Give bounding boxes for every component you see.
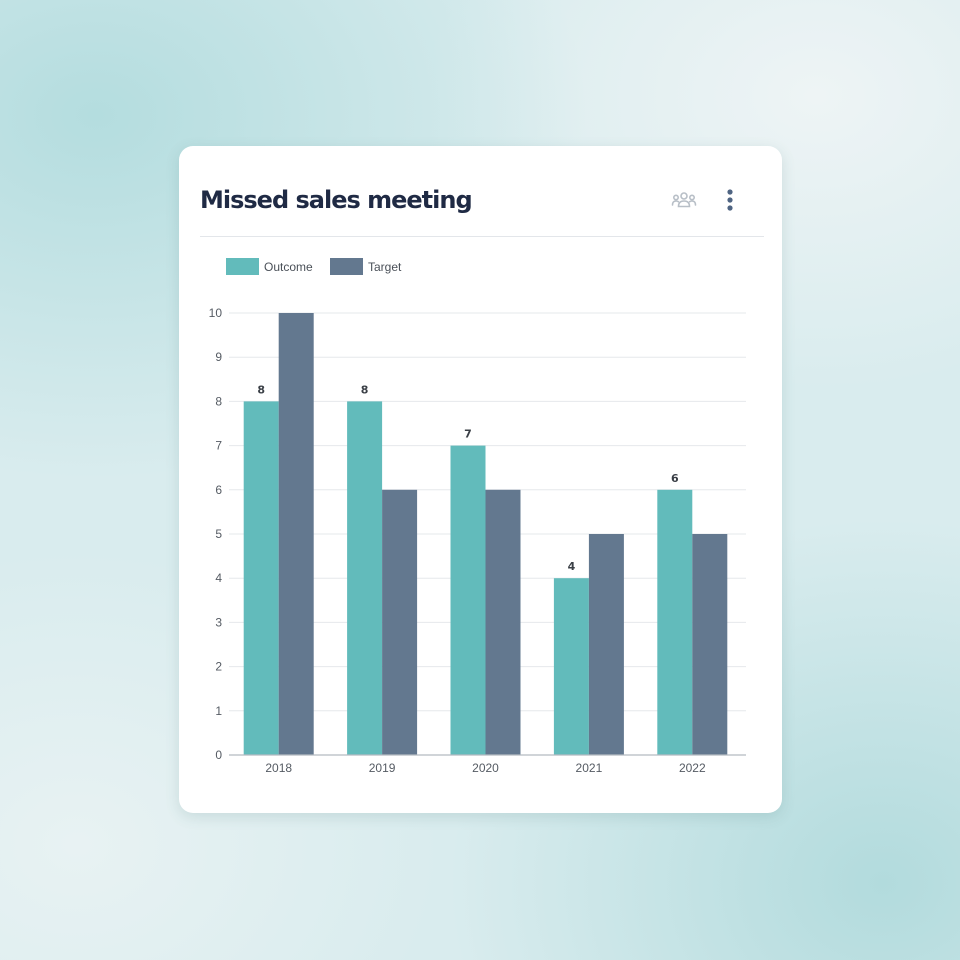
chart-card: Missed sales meeting 0 1 2 3 4 5 6 7 8 9 10 8 2018 8 2… xyxy=(179,146,782,813)
y-tick-label: 1 xyxy=(215,704,222,718)
y-tick-label: 2 xyxy=(215,660,222,674)
bar-target-2018[interactable] xyxy=(278,313,314,755)
bar-outcome-2019[interactable] xyxy=(347,401,383,755)
bar-target-2021[interactable] xyxy=(588,534,624,755)
data-label-outcome-2020: 7 xyxy=(464,428,472,441)
people-group-icon[interactable] xyxy=(669,185,699,215)
x-tick-label: 2019 xyxy=(369,761,396,775)
x-tick-label: 2022 xyxy=(679,761,706,775)
header-divider xyxy=(200,236,764,237)
legend-label-target[interactable]: Target xyxy=(368,260,402,274)
data-label-outcome-2019: 8 xyxy=(361,383,369,396)
bar-outcome-2020[interactable] xyxy=(450,445,486,755)
y-tick-label: 9 xyxy=(215,350,222,364)
bar-outcome-2022[interactable] xyxy=(657,489,693,755)
bar-target-2020[interactable] xyxy=(485,489,521,755)
y-tick-label: 5 xyxy=(215,527,222,541)
y-tick-label: 4 xyxy=(215,571,222,585)
data-label-outcome-2022: 6 xyxy=(671,472,679,485)
people-group-icon-glyph xyxy=(671,192,697,208)
y-tick-label: 8 xyxy=(215,394,222,408)
x-tick-label: 2018 xyxy=(265,761,292,775)
legend-swatch-target[interactable] xyxy=(330,258,363,275)
more-vertical-icon-glyph xyxy=(727,189,733,211)
bar-outcome-2018[interactable] xyxy=(243,401,279,755)
y-tick-label: 3 xyxy=(215,615,222,629)
legend-swatch-outcome[interactable] xyxy=(226,258,259,275)
bar-outcome-2021[interactable] xyxy=(553,578,589,755)
data-label-outcome-2021: 4 xyxy=(568,560,576,573)
y-tick-label: 7 xyxy=(215,439,222,453)
more-vertical-icon[interactable] xyxy=(715,185,745,215)
data-label-outcome-2018: 8 xyxy=(257,383,265,396)
bar-target-2022[interactable] xyxy=(692,534,728,755)
bar-target-2019[interactable] xyxy=(382,489,418,755)
y-tick-label: 0 xyxy=(215,748,222,762)
card-title: Missed sales meeting xyxy=(200,186,473,214)
x-tick-label: 2021 xyxy=(576,761,603,775)
legend-label-outcome[interactable]: Outcome xyxy=(264,260,313,274)
bar-chart: 0 1 2 3 4 5 6 7 8 9 10 8 2018 8 2019 7 2020 4 2021 6 2022 Out… xyxy=(209,258,746,775)
y-tick-label: 6 xyxy=(215,483,222,497)
y-tick-label: 10 xyxy=(209,306,223,320)
x-tick-label: 2020 xyxy=(472,761,499,775)
